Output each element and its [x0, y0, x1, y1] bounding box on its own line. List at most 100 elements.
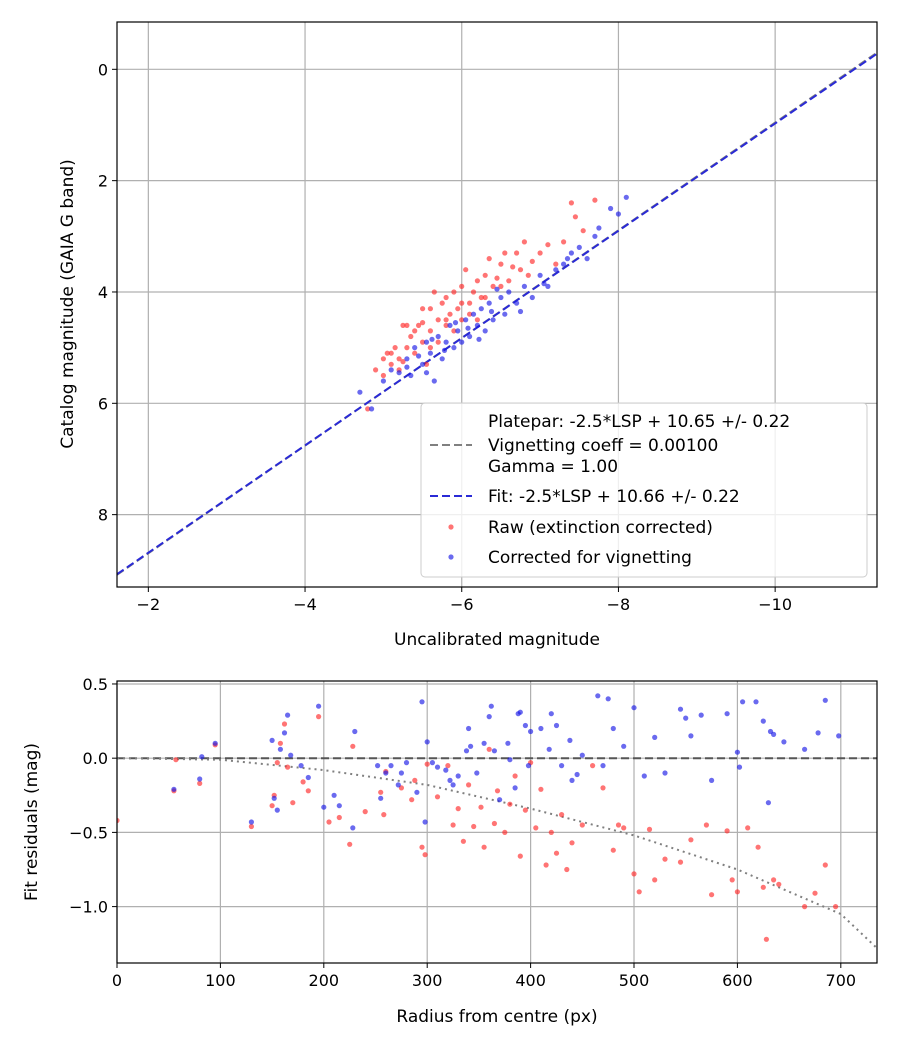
data-point: [450, 822, 456, 828]
data-point: [822, 697, 828, 703]
data-point: [522, 722, 529, 729]
data-point: [404, 345, 410, 351]
data-point: [703, 822, 710, 828]
data-point: [646, 826, 653, 833]
data-point: [400, 359, 406, 365]
data-point: [595, 693, 601, 699]
data-point: [481, 844, 487, 850]
data-point: [248, 823, 254, 830]
legend-box: [420, 402, 868, 578]
data-point: [439, 300, 445, 306]
data-point: [491, 820, 497, 827]
data-point: [373, 367, 379, 373]
data-point: [455, 306, 461, 312]
data-point: [463, 267, 469, 273]
data-point: [522, 807, 529, 813]
data-point: [459, 339, 465, 345]
data-point: [545, 283, 551, 289]
data-point: [443, 339, 449, 345]
data-point: [117, 817, 120, 824]
data-point: [771, 877, 777, 883]
data-point: [709, 892, 715, 898]
data-point: [450, 782, 456, 788]
data-point: [277, 740, 283, 746]
data-point: [471, 823, 477, 830]
x-tick-label: 600: [722, 971, 753, 990]
data-point: [745, 825, 751, 831]
data-point: [498, 283, 504, 289]
data-point: [435, 317, 441, 323]
data-point: [709, 777, 715, 784]
data-point: [331, 792, 337, 798]
data-point: [420, 306, 426, 312]
data-point: [510, 264, 516, 270]
data-point: [443, 767, 449, 773]
data-point: [378, 789, 384, 795]
data-point: [352, 728, 358, 735]
data-point: [412, 345, 418, 351]
data-point: [525, 763, 532, 769]
data-point: [269, 803, 275, 809]
data-point: [590, 763, 596, 769]
data-point: [474, 322, 480, 328]
series-corrected: [171, 693, 842, 831]
data-point: [836, 733, 842, 739]
data-point: [281, 730, 288, 736]
top-points: [357, 194, 629, 412]
data-point: [409, 797, 415, 803]
data-point: [736, 764, 743, 770]
data-point: [455, 328, 461, 334]
data-point: [423, 339, 430, 345]
y-tick-label: 8: [98, 506, 108, 525]
data-point: [414, 789, 420, 795]
data-point: [478, 804, 484, 810]
data-point: [502, 311, 508, 317]
data-point: [517, 709, 523, 715]
data-point: [763, 936, 770, 942]
data-point: [592, 197, 598, 203]
bottom-chart: 0 100 200 300 400 500 600 700 0.5 0.0 −0.5 −1.0 Rad…: [22, 675, 878, 1027]
data-point: [321, 804, 327, 810]
data-point: [621, 743, 627, 749]
data-point: [395, 782, 401, 788]
data-point: [443, 322, 449, 328]
data-point: [412, 350, 418, 356]
data-point: [610, 725, 616, 732]
x-tick-label: 400: [515, 971, 546, 990]
data-point: [517, 308, 524, 315]
y-tick-label: −1.0: [69, 898, 108, 917]
bottom-x-axis-label: Radius from centre (px): [396, 1007, 597, 1027]
data-point: [431, 378, 437, 384]
data-point: [350, 825, 356, 831]
data-point: [482, 328, 488, 334]
data-point: [688, 837, 694, 843]
data-point: [498, 261, 504, 267]
data-point: [631, 871, 637, 877]
data-point: [434, 794, 441, 800]
data-point: [467, 300, 473, 306]
data-point: [419, 699, 425, 705]
data-point: [365, 406, 371, 412]
data-point: [592, 233, 598, 239]
data-point: [502, 250, 508, 256]
data-point: [541, 281, 547, 287]
data-point: [420, 339, 426, 345]
data-point: [470, 289, 477, 295]
data-point: [514, 300, 520, 306]
line-vignetting-model: [117, 757, 877, 949]
data-point: [396, 370, 402, 376]
data-point: [445, 763, 451, 769]
top-axes-frame: [116, 21, 878, 588]
data-point: [416, 353, 422, 359]
x-tick-label: −4: [293, 595, 317, 614]
legend-fit-label: Fit: -2.5*LSP + 10.66 +/- 0.22: [488, 487, 740, 507]
legend: Platepar: -2.5*LSP + 10.65 +/- 0.22 Vign…: [420, 402, 868, 578]
data-point: [466, 782, 472, 788]
data-point: [564, 866, 570, 873]
data-point: [815, 730, 821, 736]
data-point: [451, 345, 457, 351]
data-point: [802, 904, 808, 910]
bottom-lines: [117, 757, 877, 949]
data-point: [662, 770, 668, 776]
